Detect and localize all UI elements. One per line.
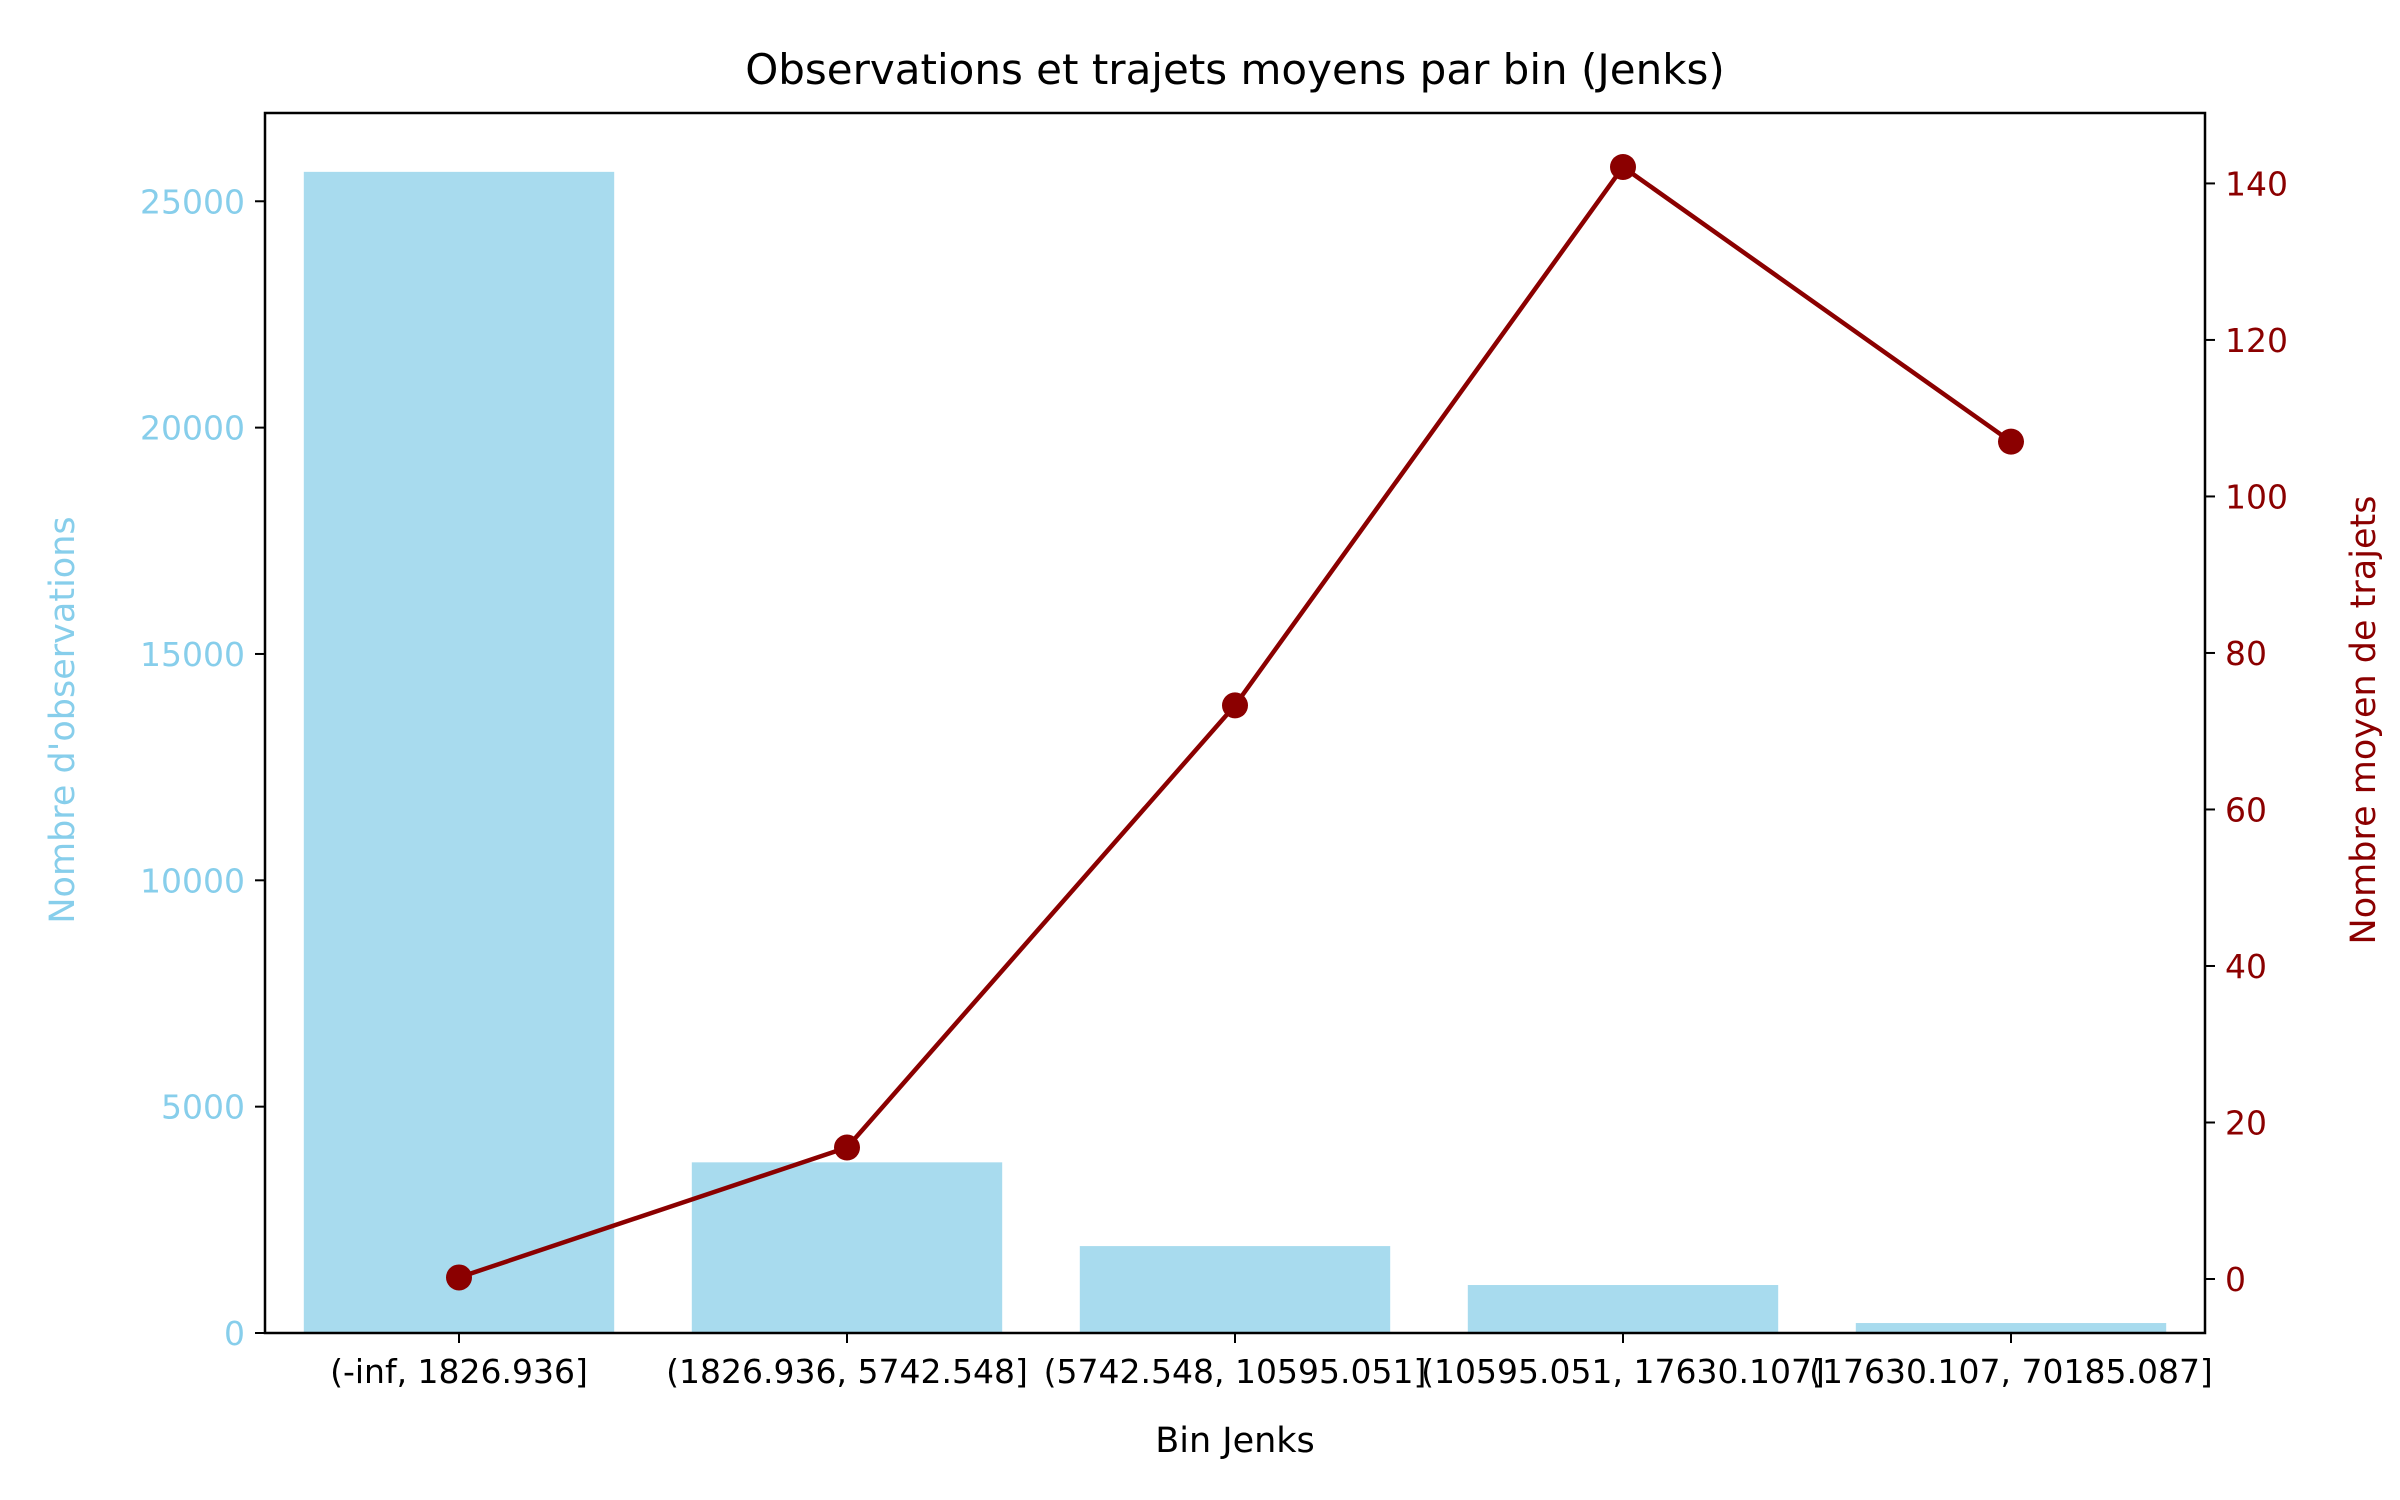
bar-2 (691, 1162, 1003, 1333)
x-tick-label: (1826.936, 5742.548] (666, 1352, 1028, 1391)
y-tick-label-right: 140 (2225, 164, 2288, 203)
y-tick-label-right: 100 (2225, 477, 2288, 516)
line-point-2 (834, 1134, 860, 1161)
bar-5 (1855, 1323, 2167, 1333)
x-axis-label: Bin Jenks (1155, 1421, 1315, 1461)
y-tick-label-right: 120 (2225, 321, 2288, 360)
chart-title: Observations et trajets moyens par bin (… (745, 45, 1725, 94)
x-tick-label: (10595.051, 17630.107] (1421, 1352, 1825, 1391)
y-tick-label-left: 20000 (140, 409, 245, 448)
bars-layer (303, 171, 2167, 1333)
line-point-4 (1610, 153, 1636, 180)
line-layer (446, 153, 2024, 1291)
y-axis-label-right: Nombre moyen de trajets (2344, 496, 2384, 945)
y-tick-label-right: 80 (2225, 634, 2267, 673)
axes-layer: 0 5000 10000 15000 20000 25000 0 20 40 60 80 100 120… (140, 111, 2288, 1391)
y-tick-label-left: 10000 (140, 861, 245, 900)
y-axis-label-left: Nombre d'observations (43, 516, 83, 923)
line-point-3 (1222, 692, 1248, 719)
y-tick-label-left: 5000 (161, 1088, 245, 1127)
bar-1 (303, 171, 615, 1333)
y-tick-label-right: 20 (2225, 1103, 2267, 1142)
bar-4 (1467, 1285, 1779, 1333)
y-tick-label-left: 25000 (140, 182, 245, 221)
y-tick-label-left: 15000 (140, 635, 245, 674)
y-tick-label-left: 0 (224, 1314, 245, 1353)
x-tick-label: (5742.548, 10595.051] (1044, 1352, 1427, 1391)
line-point-1 (446, 1264, 472, 1291)
y-tick-label-right: 0 (2225, 1260, 2246, 1299)
x-tick-label: (-inf, 1826.936] (330, 1352, 588, 1391)
line-point-5 (1998, 428, 2024, 455)
y-tick-label-right: 60 (2225, 790, 2267, 829)
bar-3 (1079, 1246, 1391, 1333)
y-tick-label-right: 40 (2225, 947, 2267, 986)
x-tick-label: (17630.107, 70185.087] (1809, 1352, 2213, 1391)
